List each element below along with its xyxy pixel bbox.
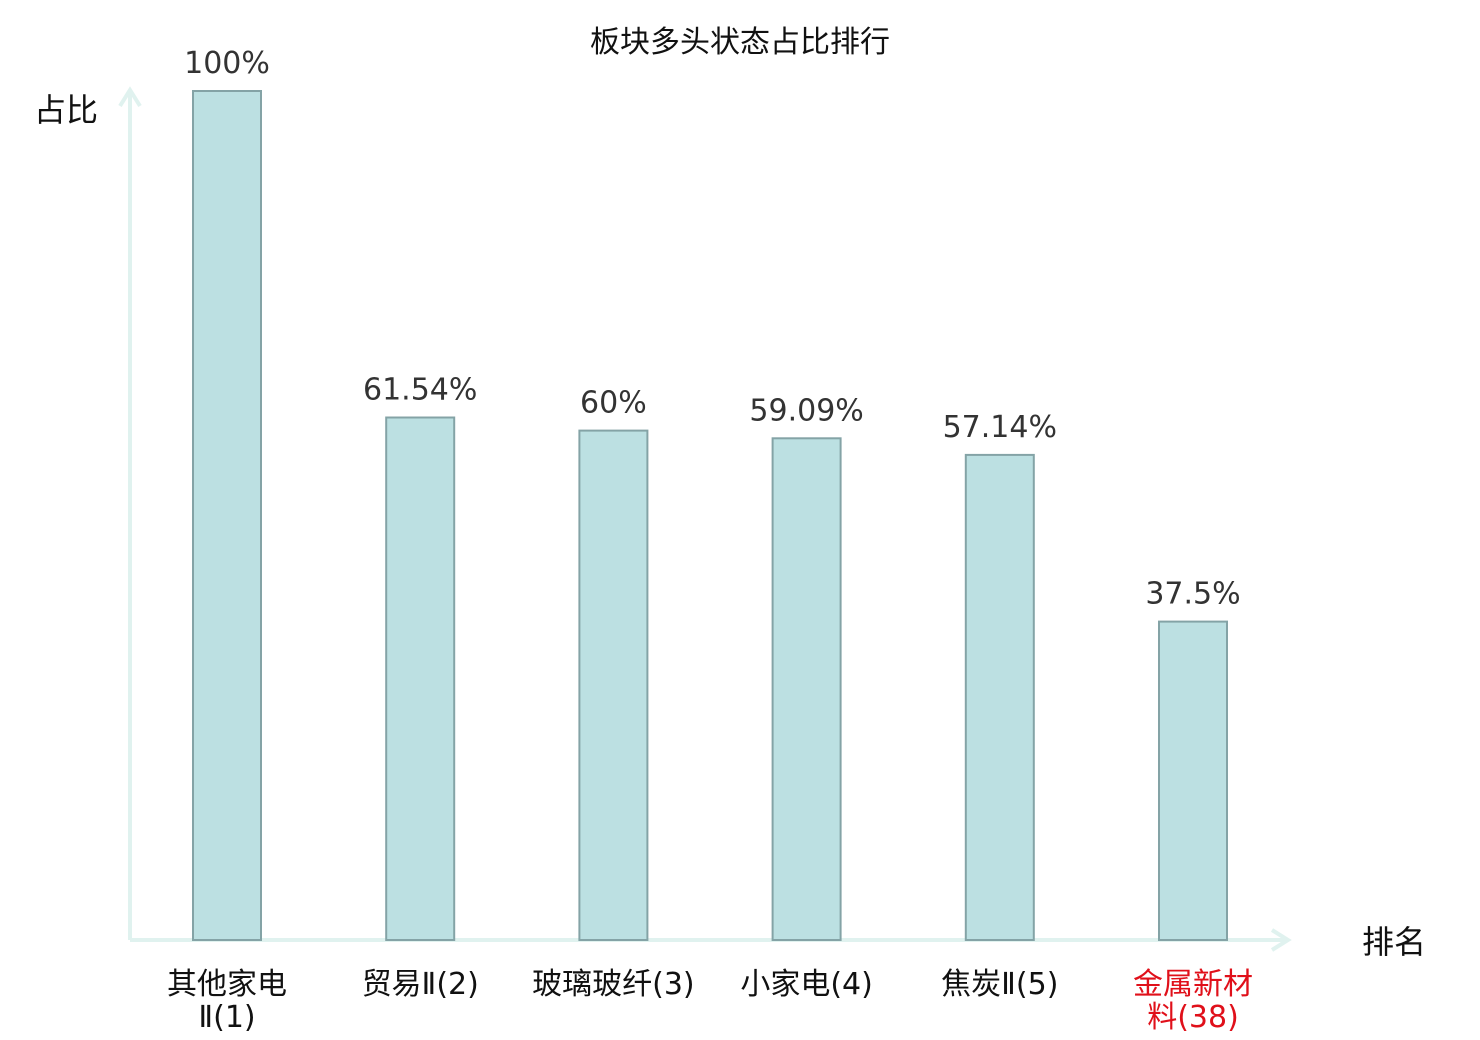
x-tick-label: 小家电(4) (740, 967, 873, 1002)
bar (192, 90, 262, 941)
bar (964, 453, 1035, 941)
x-tick-label: 焦炭Ⅱ(5) (941, 967, 1058, 1002)
x-tick-label: 贸易Ⅱ(2) (362, 967, 479, 1002)
bar-value-label: 100% (184, 46, 270, 81)
bar-value-label: 61.54% (363, 373, 477, 408)
bar (771, 437, 842, 941)
bar (1158, 620, 1228, 941)
bar-value-label: 57.14% (943, 410, 1057, 445)
x-tick-label: 玻璃玻纤(3) (532, 967, 695, 1002)
y-axis-label: 占比 (34, 91, 98, 129)
bar-value-label: 37.5% (1145, 577, 1240, 612)
chart-title: 板块多头状态占比排行 (590, 25, 890, 60)
bar (578, 429, 649, 941)
bars (192, 90, 1228, 941)
x-axis-label: 排名 (1362, 923, 1426, 961)
x-tick-label: 金属新材 (1133, 967, 1253, 1002)
bar (385, 416, 456, 941)
x-tick-label: Ⅱ(1) (198, 1000, 255, 1035)
bar-value-label: 60% (580, 386, 647, 421)
y-axis-arrow-icon (118, 86, 142, 108)
axes: 占比 排名 100% 61.54% 60% 59.09% 57.14% 37.5% 其他家… (34, 46, 1426, 1035)
x-axis-arrow-icon (1270, 928, 1292, 952)
value-labels: 100% 61.54% 60% 59.09% 57.14% 37.5% (184, 46, 1241, 612)
x-tick-label: 料(38) (1147, 1000, 1239, 1035)
bar-value-label: 59.09% (749, 393, 863, 428)
x-tick-label: 其他家电 (167, 967, 287, 1002)
